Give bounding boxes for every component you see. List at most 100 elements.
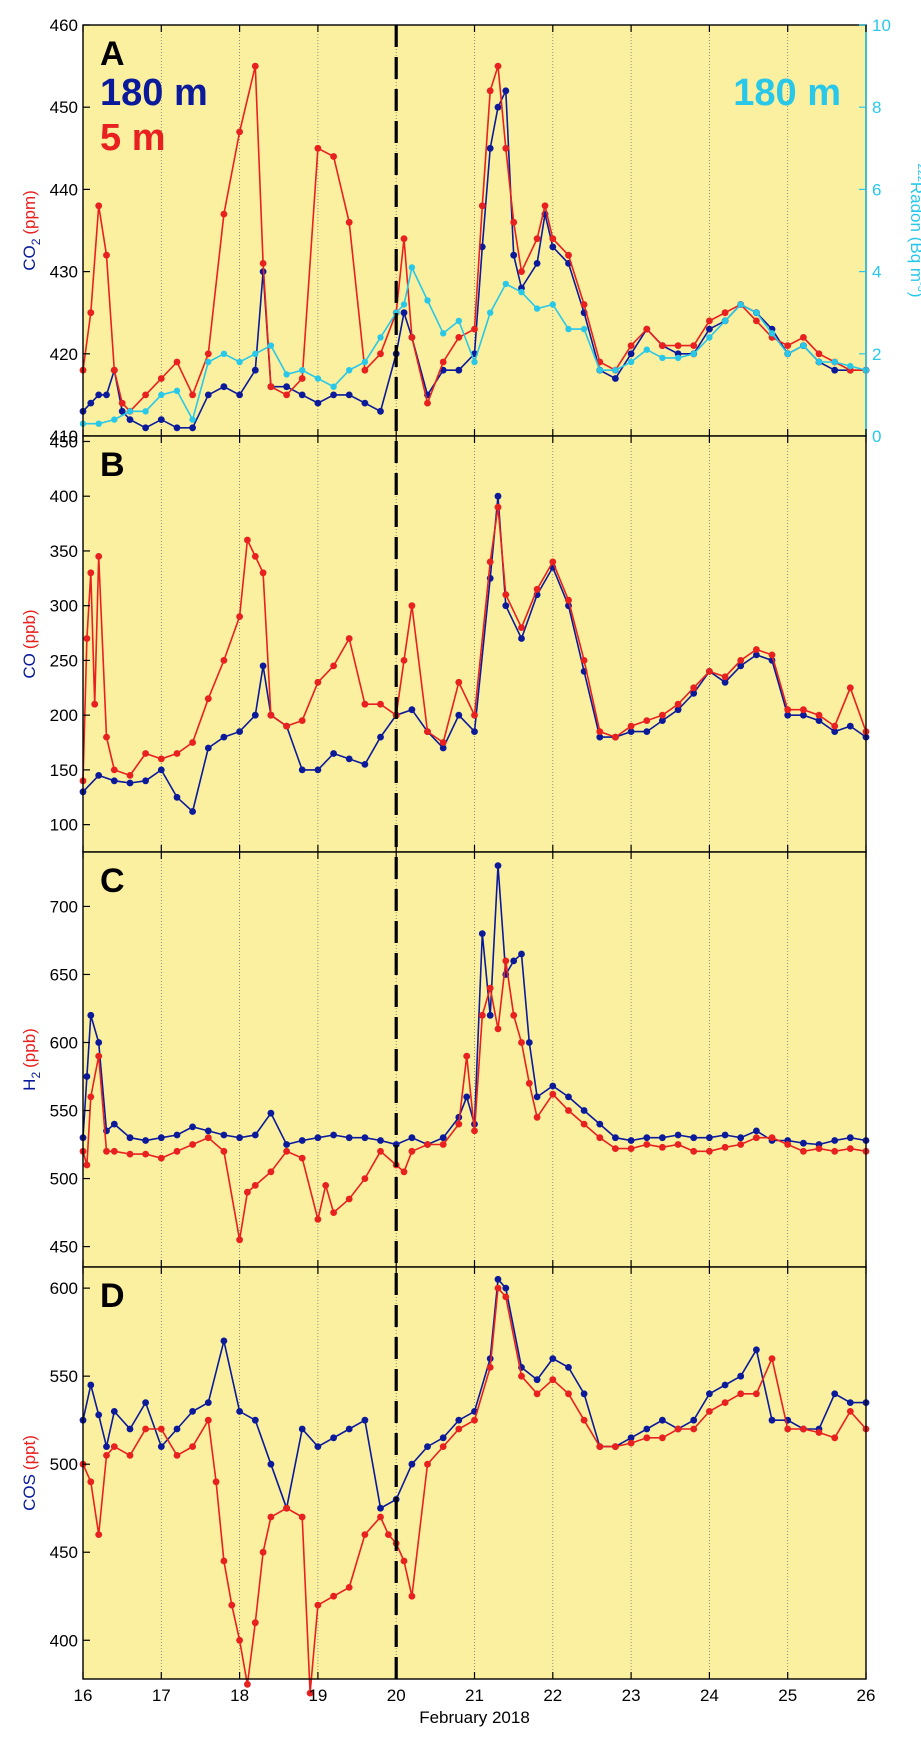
- data-point: [205, 358, 212, 366]
- data-point: [142, 1399, 150, 1406]
- data-point: [768, 1355, 776, 1362]
- data-point: [111, 416, 118, 423]
- data-point: [831, 1390, 839, 1398]
- data-point: [173, 424, 181, 432]
- data-point: [815, 711, 823, 719]
- data-point: [298, 375, 306, 382]
- y-tick-label: 400: [50, 1631, 78, 1650]
- data-point: [400, 1168, 408, 1176]
- data-point: [236, 728, 244, 735]
- data-point: [627, 342, 635, 349]
- data-point: [659, 717, 666, 724]
- y-tick-label: 410: [50, 427, 78, 446]
- data-point: [486, 984, 494, 992]
- data-point: [518, 950, 525, 958]
- data-point: [518, 268, 525, 275]
- data-point: [596, 728, 604, 735]
- data-point: [596, 1134, 604, 1142]
- data-point: [800, 1147, 807, 1155]
- data-point: [361, 1531, 369, 1538]
- data-point: [706, 317, 713, 325]
- data-point: [142, 1137, 150, 1144]
- data-point: [142, 1425, 150, 1433]
- data-point: [314, 144, 322, 152]
- data-point: [768, 1416, 776, 1424]
- data-point: [831, 366, 839, 374]
- data-point: [533, 1113, 541, 1121]
- data-point: [314, 1216, 322, 1223]
- data-point: [768, 330, 776, 337]
- data-point: [377, 350, 384, 358]
- data-point: [455, 334, 463, 341]
- data-point: [157, 1443, 165, 1450]
- data-point: [737, 1134, 745, 1142]
- data-point: [251, 1416, 259, 1424]
- data-point: [95, 202, 103, 210]
- data-point: [533, 235, 541, 243]
- data-point: [87, 1011, 95, 1019]
- data-point: [314, 1443, 322, 1450]
- data-point: [721, 1131, 729, 1139]
- data-point: [815, 358, 823, 366]
- data-point: [283, 383, 290, 391]
- data-point: [471, 711, 478, 719]
- y-tick-label: 550: [50, 1367, 78, 1386]
- data-point: [706, 1390, 713, 1398]
- data-point: [251, 366, 259, 374]
- data-point: [800, 342, 807, 349]
- data-point: [800, 1425, 807, 1433]
- data-point: [627, 1137, 635, 1144]
- data-point: [330, 391, 337, 399]
- data-point: [486, 558, 494, 566]
- data-point: [643, 325, 651, 333]
- data-point: [361, 700, 369, 708]
- y2-tick-label: 8: [872, 98, 881, 117]
- data-point: [580, 1107, 588, 1114]
- data-point: [314, 678, 322, 686]
- data-point: [690, 1147, 698, 1155]
- data-point: [440, 330, 447, 337]
- data-point: [244, 1680, 251, 1688]
- data-point: [565, 1107, 572, 1114]
- data-point: [706, 1134, 713, 1142]
- data-point: [220, 350, 228, 357]
- data-point: [612, 1134, 619, 1142]
- data-point: [510, 218, 518, 226]
- data-point: [361, 366, 369, 374]
- data-point: [690, 342, 698, 349]
- x-tick-label: 26: [857, 1686, 876, 1705]
- data-point: [126, 779, 134, 787]
- data-point: [494, 492, 502, 500]
- data-point: [580, 657, 588, 664]
- data-point: [189, 1141, 197, 1148]
- y-tick-label: 500: [50, 1455, 78, 1474]
- y-tick-label: 450: [50, 1238, 78, 1257]
- data-point: [494, 1025, 502, 1033]
- y2-axis-label: 222Radon (Bq m-3): [907, 164, 921, 298]
- data-point: [455, 678, 463, 686]
- y-tick-label: 150: [50, 761, 78, 780]
- data-point: [533, 1093, 541, 1101]
- data-point: [502, 957, 510, 965]
- data-point: [322, 1182, 330, 1189]
- data-point: [721, 678, 729, 686]
- data-point: [463, 1052, 471, 1060]
- data-point: [846, 1408, 854, 1415]
- data-point: [298, 1425, 306, 1433]
- data-point: [345, 1195, 353, 1203]
- legend-radon-180m: 180 m: [733, 72, 841, 114]
- data-point: [674, 354, 682, 362]
- data-point: [298, 1154, 306, 1162]
- data-point: [400, 309, 408, 317]
- data-point: [91, 700, 99, 708]
- data-point: [549, 243, 557, 251]
- data-point: [659, 1416, 666, 1424]
- y-tick-label: 450: [50, 98, 78, 117]
- data-point: [298, 391, 306, 399]
- data-point: [361, 1175, 369, 1182]
- data-point: [800, 1139, 807, 1147]
- data-point: [306, 1689, 314, 1697]
- data-point: [737, 301, 744, 308]
- y-tick-label: 400: [50, 487, 78, 506]
